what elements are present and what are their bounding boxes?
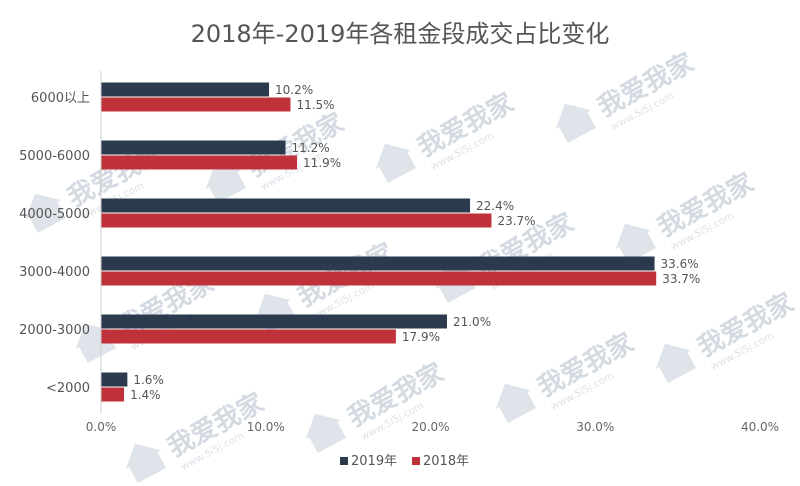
data-label: 11.5% [296,98,334,112]
watermark-house-icon [125,443,166,484]
data-label: 17.9% [402,330,440,344]
chart-title: 2018年-2019年各租金段成交占比变化 [190,20,610,48]
bar-2019 [101,198,471,213]
bar-2019 [101,256,655,271]
category-label: 2000-3000 [19,323,90,338]
data-label: 11.9% [303,156,341,170]
bars-layer [101,82,657,402]
category-label: 3000-4000 [19,265,90,280]
bar-2019 [101,314,447,329]
x-tick-label: 10.0% [247,420,285,434]
legend-swatch [412,457,420,465]
bar-2018 [101,97,291,112]
watermark-house-icon [655,343,696,384]
bar-2019 [101,372,128,387]
bar-2018 [101,271,657,286]
legend-item-2018: 2018年 [412,454,469,469]
data-label: 21.0% [453,315,491,329]
category-label: 6000以上 [31,91,90,106]
watermark-house-icon [25,193,66,234]
category-label: 4000-5000 [19,207,90,222]
category-label: <2000 [46,381,90,396]
bar-2018 [101,155,298,170]
category-label: 5000-6000 [19,149,90,164]
watermark-house-icon [205,163,246,204]
bar-2019 [101,82,270,97]
data-label: 10.2% [275,83,313,97]
data-label: 33.6% [661,257,699,271]
legend-swatch [340,457,348,465]
data-label: 22.4% [476,199,514,213]
legend-label: 2019年 [351,454,397,469]
bar-2018 [101,387,125,402]
watermark-house-icon [305,413,346,454]
data-label: 33.7% [662,272,700,286]
axis-layer: 6000以上 5000-6000 4000-5000 3000-4000 2000-30… [19,71,779,434]
bar-2018 [101,329,396,344]
labels-layer: 10.2%11.5% 11.2%11.9% 22.4%23.7% 33.6%33.7%… [130,83,700,402]
x-tick-label: 20.0% [411,420,449,434]
bar-2018 [101,213,492,228]
watermark-house-icon [615,223,656,264]
legend-layer: 2019年 2018年 [340,454,469,469]
watermark-house-icon [555,103,596,144]
watermark-house-icon [375,143,416,184]
data-label: 11.2% [292,141,330,155]
x-tick-label: 0.0% [86,420,117,434]
x-tick-label: 30.0% [576,420,614,434]
data-label: 23.7% [497,214,535,228]
x-tick-label: 40.0% [741,420,779,434]
data-label: 1.4% [130,388,161,402]
data-label: 1.6% [133,373,164,387]
legend-item-2019: 2019年 [340,454,397,469]
legend-label: 2018年 [423,454,469,469]
bar-2019 [101,140,286,155]
watermark-house-icon [495,383,536,424]
